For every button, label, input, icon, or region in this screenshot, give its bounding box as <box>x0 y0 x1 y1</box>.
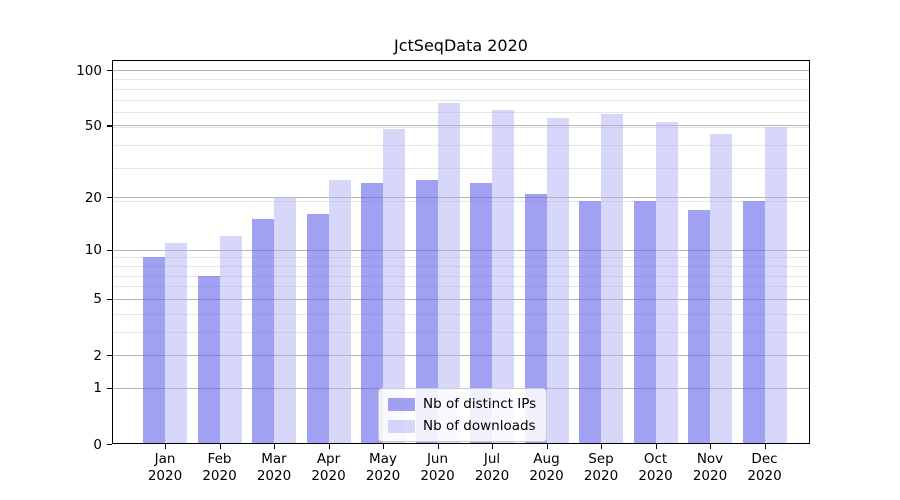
bar-downloads-dec <box>764 127 787 444</box>
x-tick-mark <box>492 444 494 449</box>
x-tick-mark <box>546 444 548 449</box>
y-tick-mark <box>107 197 112 199</box>
x-tick-mark <box>655 444 657 449</box>
bar-distinct-ips-sep <box>579 201 601 444</box>
x-tick-label: Aug 2020 <box>529 451 564 484</box>
y-tick-label: 100 <box>76 62 102 79</box>
legend: Nb of distinct IPs Nb of downloads <box>378 388 548 442</box>
y-tick-label: 2 <box>93 347 102 364</box>
legend-label-distinct-ips: Nb of distinct IPs <box>423 396 537 412</box>
y-tick-mark <box>107 444 112 446</box>
x-tick-label: Nov 2020 <box>692 451 728 484</box>
y-tick-label: 5 <box>93 291 102 308</box>
x-tick-label: May 2020 <box>365 451 401 484</box>
legend-swatch-downloads <box>388 419 415 433</box>
bar-distinct-ips-may <box>361 183 383 444</box>
minor-gridline <box>112 331 810 333</box>
bar-downloads-aug <box>546 117 569 444</box>
legend-item-downloads: Nb of downloads <box>388 418 536 434</box>
x-tick-label: Feb 2020 <box>202 451 237 484</box>
major-gridline <box>112 298 810 300</box>
y-tick-label: 20 <box>84 189 102 206</box>
bar-downloads-jan <box>165 242 187 444</box>
x-tick-mark <box>219 444 221 449</box>
major-gridline <box>112 249 810 251</box>
minor-gridline <box>112 145 810 147</box>
bar-distinct-ips-jun <box>415 180 438 444</box>
legend-label-downloads: Nb of downloads <box>423 418 536 434</box>
chart-title: JctSeqData 2020 <box>394 36 528 55</box>
x-tick-label: Apr 2020 <box>311 451 346 484</box>
minor-gridline <box>112 201 810 203</box>
y-tick-label: 1 <box>93 380 102 397</box>
x-tick-label: Dec 2020 <box>747 451 782 484</box>
y-tick-mark <box>107 125 112 127</box>
x-tick-mark <box>764 444 766 449</box>
y-tick-mark <box>107 70 112 72</box>
bar-downloads-nov <box>710 133 732 444</box>
x-tick-mark <box>383 444 385 449</box>
major-gridline <box>112 355 810 356</box>
minor-gridline <box>112 168 810 170</box>
y-tick-label: 0 <box>93 436 102 453</box>
major-gridline <box>112 125 810 127</box>
x-tick-label: Jan 2020 <box>147 451 183 484</box>
minor-gridline <box>112 127 810 128</box>
bar-distinct-ips-jul <box>470 183 492 444</box>
minor-gridline <box>112 275 810 277</box>
major-gridline <box>112 70 810 71</box>
minor-gridline <box>112 265 810 267</box>
minor-gridline <box>112 79 810 81</box>
minor-gridline <box>112 88 810 90</box>
x-tick-mark <box>328 444 330 449</box>
minor-gridline <box>112 313 810 315</box>
bar-distinct-ips-nov <box>688 209 710 444</box>
bar-downloads-jun <box>437 103 460 444</box>
y-tick-label: 10 <box>84 242 102 259</box>
bar-distinct-ips-mar <box>252 219 274 444</box>
y-tick-mark <box>107 298 112 300</box>
bar-downloads-apr <box>328 180 351 444</box>
x-tick-label: Jun 2020 <box>420 451 455 484</box>
minor-gridline <box>112 112 810 114</box>
bar-downloads-jul <box>492 109 514 444</box>
x-tick-mark <box>437 444 439 449</box>
major-gridline <box>112 197 810 199</box>
y-tick-mark <box>107 355 112 357</box>
bar-distinct-ips-oct <box>633 201 656 444</box>
bar-downloads-mar <box>274 197 296 444</box>
y-tick-label: 50 <box>84 117 102 134</box>
x-tick-label: Oct 2020 <box>638 451 673 484</box>
bar-downloads-feb <box>219 236 242 444</box>
x-tick-label: Sep 2020 <box>583 451 619 484</box>
bar-distinct-ips-jan <box>143 257 165 444</box>
bar-downloads-oct <box>655 122 678 444</box>
x-tick-label: Mar 2020 <box>256 451 292 484</box>
minor-gridline <box>112 99 810 101</box>
bar-downloads-may <box>383 128 405 444</box>
bar-distinct-ips-aug <box>524 193 547 444</box>
legend-swatch-distinct-ips <box>388 397 415 411</box>
plot-area: Nb of distinct IPs Nb of downloads <box>112 60 810 444</box>
x-tick-mark <box>165 444 167 449</box>
x-tick-mark <box>710 444 712 449</box>
bar-distinct-ips-dec <box>742 201 765 444</box>
bar-distinct-ips-apr <box>306 214 329 444</box>
x-tick-mark <box>274 444 276 449</box>
x-tick-label: Jul 2020 <box>474 451 510 484</box>
y-tick-mark <box>107 249 112 251</box>
minor-gridline <box>112 286 810 288</box>
legend-item-distinct-ips: Nb of distinct IPs <box>388 396 536 412</box>
bar-downloads-sep <box>601 113 623 444</box>
x-tick-mark <box>601 444 603 449</box>
bar-distinct-ips-feb <box>197 275 220 444</box>
minor-gridline <box>112 257 810 259</box>
y-tick-mark <box>107 387 112 389</box>
